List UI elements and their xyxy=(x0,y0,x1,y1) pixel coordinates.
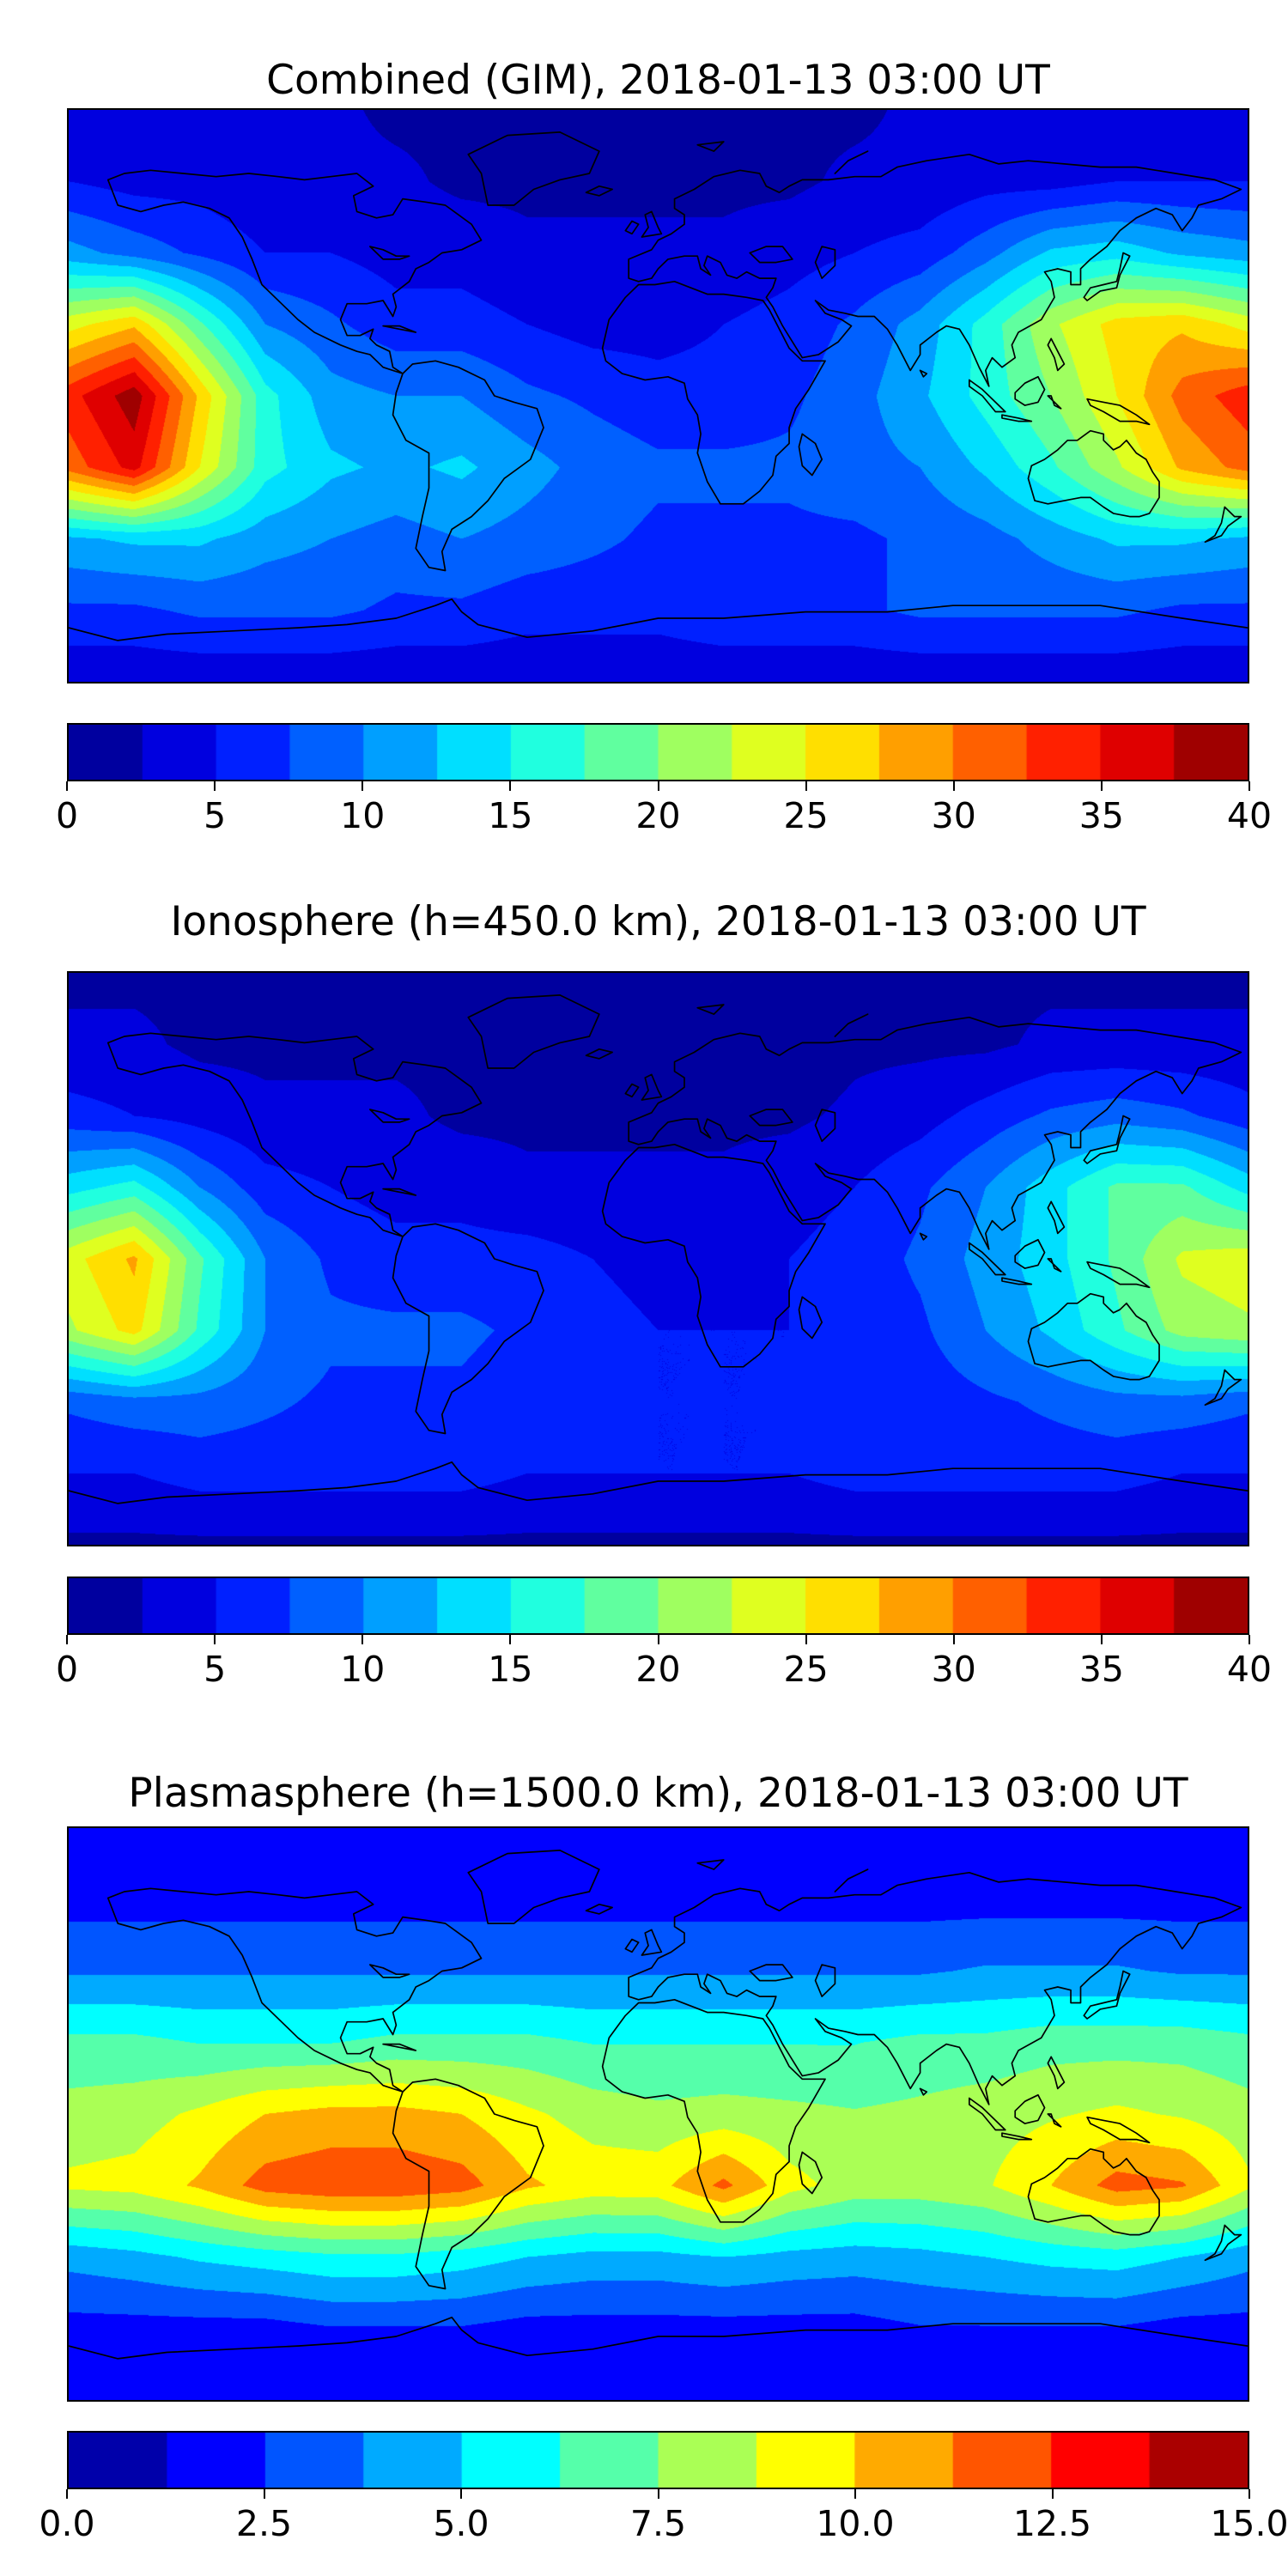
colorbar-tick xyxy=(805,781,807,791)
colorbar-tick xyxy=(66,2489,68,2499)
panel2-coastlines xyxy=(69,973,1248,1545)
colorbar-tick-label: 10.0 xyxy=(816,2503,895,2544)
colorbar-tick-label: 0.0 xyxy=(39,2503,95,2544)
colorbar-tick-label: 25 xyxy=(783,795,829,836)
panel1-map xyxy=(67,108,1249,683)
colorbar-tick-label: 7.5 xyxy=(629,2503,687,2544)
colorbar-tick-label: 0 xyxy=(55,795,79,836)
panel3-colorbar: 0.0 2.5 5.0 7.5 10.0 12.5 15.0 xyxy=(39,2431,1288,2568)
colorbar-tick-label: 5.0 xyxy=(433,2503,489,2544)
colorbar-tick-label: 12.5 xyxy=(1012,2503,1092,2544)
panel3-coastlines xyxy=(69,1828,1248,2400)
colorbar-tick xyxy=(952,1635,955,1644)
panel1-colorbar: 0 5 10 15 20 25 30 35 40 xyxy=(56,723,1272,860)
colorbar-tick-label: 35 xyxy=(1078,795,1124,836)
colorbar-tick-label: 35 xyxy=(1078,1649,1124,1690)
colorbar-tick xyxy=(361,1635,364,1644)
colorbar-tick-label: 30 xyxy=(931,1649,976,1690)
colorbar-tick xyxy=(509,1635,512,1644)
colorbar-tick-label: 25 xyxy=(783,1649,829,1690)
colorbar-tick xyxy=(460,2489,462,2499)
panel2-colorbar-canvas xyxy=(67,1577,1249,1635)
colorbar-tick xyxy=(1249,781,1250,791)
colorbar-tick-label: 40 xyxy=(1226,1649,1273,1690)
panel2-map xyxy=(67,971,1249,1546)
panel3-title: Plasmasphere (h=1500.0 km), 2018-01-13 0… xyxy=(128,1770,1188,1817)
colorbar-tick xyxy=(66,1635,68,1644)
colorbar-tick xyxy=(361,781,364,791)
colorbar-tick xyxy=(657,1635,659,1644)
colorbar-tick-label: 30 xyxy=(931,795,976,836)
panel3-colorbar-canvas xyxy=(67,2431,1249,2489)
colorbar-tick-label: 20 xyxy=(635,795,681,836)
colorbar-tick-label: 2.5 xyxy=(235,2503,293,2544)
colorbar-tick xyxy=(805,1635,807,1644)
colorbar-tick xyxy=(509,781,512,791)
colorbar-tick-label: 10 xyxy=(340,795,386,836)
colorbar-tick xyxy=(657,2489,659,2499)
colorbar-tick xyxy=(263,2489,265,2499)
coastline-path xyxy=(69,995,1248,1504)
colorbar-tick-label: 10 xyxy=(340,1649,386,1690)
colorbar-tick xyxy=(657,781,659,791)
panel2-title: Ionosphere (h=450.0 km), 2018-01-13 03:0… xyxy=(170,898,1146,945)
colorbar-tick xyxy=(952,781,955,791)
colorbar-tick xyxy=(854,2489,856,2499)
panel1-title: Combined (GIM), 2018-01-13 03:00 UT xyxy=(266,57,1050,104)
colorbar-tick xyxy=(66,781,68,791)
colorbar-tick-label: 0 xyxy=(55,1649,79,1690)
colorbar-tick-label: 15 xyxy=(488,795,533,836)
panel3-map xyxy=(67,1826,1249,2402)
coastline-path xyxy=(69,132,1248,641)
colorbar-tick-label: 20 xyxy=(635,1649,681,1690)
colorbar-tick xyxy=(1249,1635,1250,1644)
colorbar-tick xyxy=(1051,2489,1054,2499)
colorbar-tick xyxy=(214,1635,216,1644)
panel1-colorbar-canvas xyxy=(67,723,1249,781)
colorbar-tick xyxy=(214,781,216,791)
colorbar-tick-label: 15 xyxy=(488,1649,533,1690)
colorbar-tick xyxy=(1100,781,1103,791)
coastline-path xyxy=(69,1850,1248,2359)
panel2-colorbar: 0 5 10 15 20 25 30 35 40 xyxy=(56,1577,1272,1714)
colorbar-tick xyxy=(1249,2489,1250,2499)
colorbar-tick-label: 15.0 xyxy=(1210,2503,1288,2544)
panel1-coastlines xyxy=(69,110,1248,682)
colorbar-tick-label: 5 xyxy=(204,1649,227,1690)
colorbar-tick xyxy=(1100,1635,1103,1644)
colorbar-tick-label: 5 xyxy=(204,795,227,836)
colorbar-tick-label: 40 xyxy=(1226,795,1273,836)
